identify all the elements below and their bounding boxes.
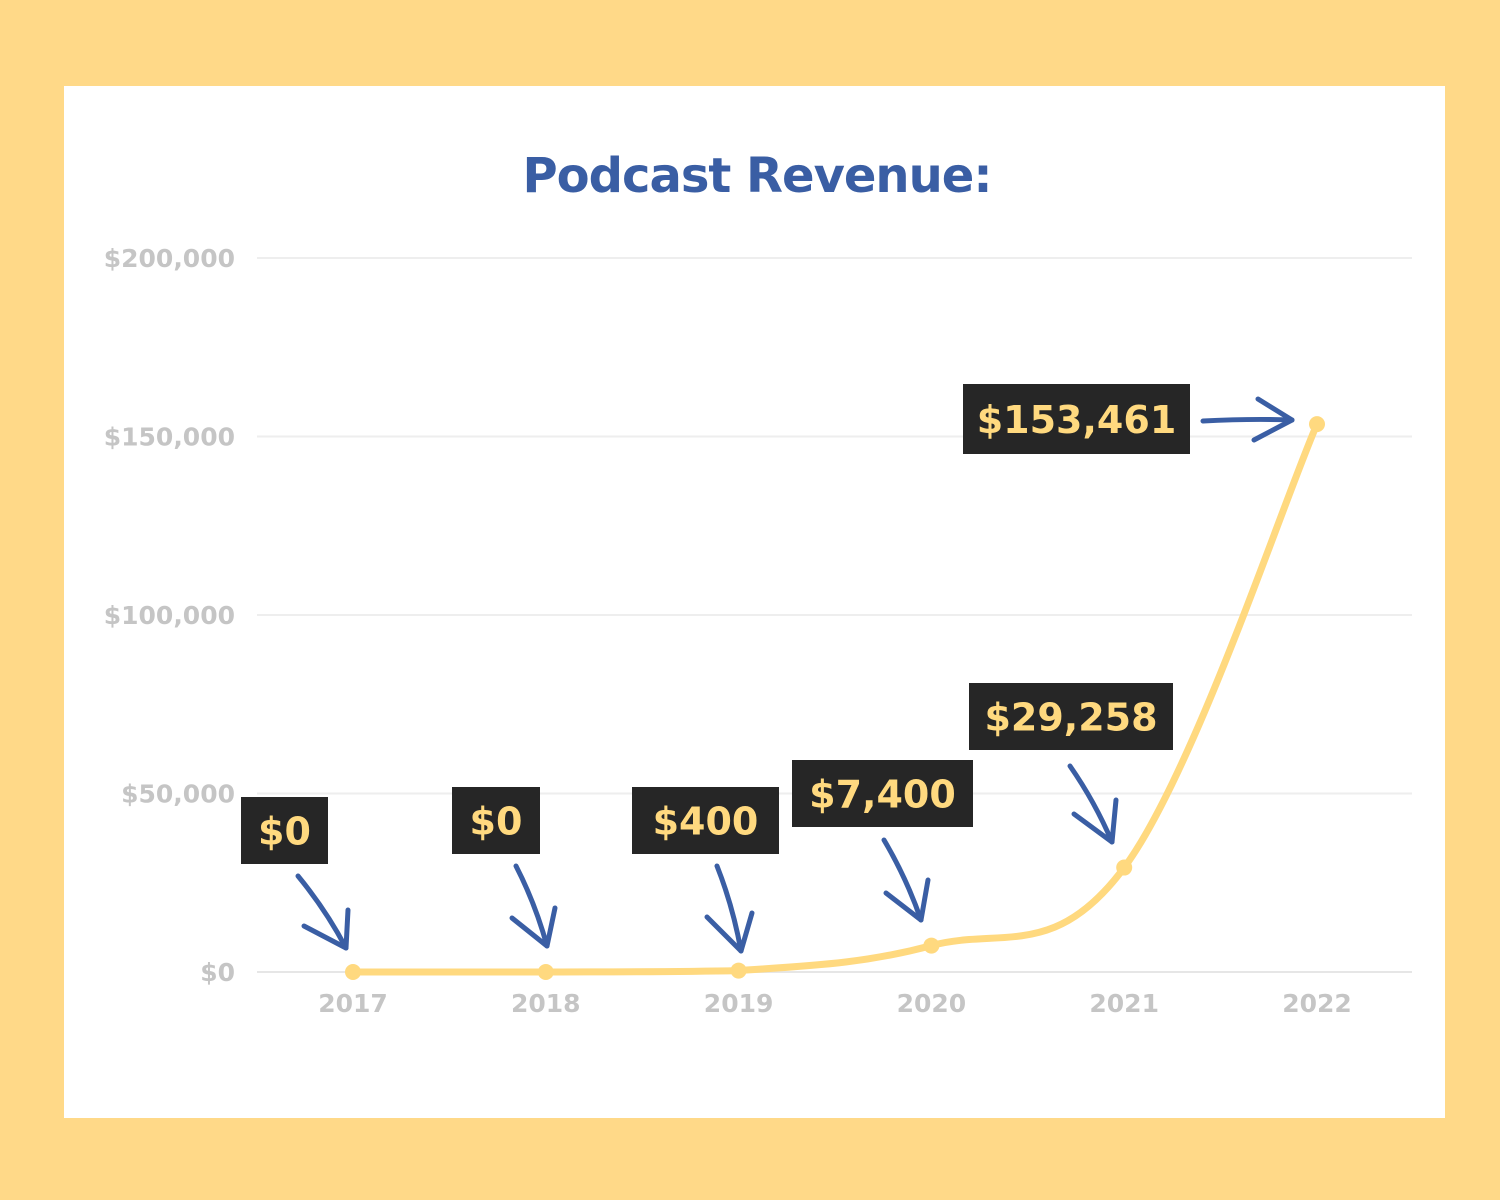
data-point: [923, 937, 940, 954]
data-label-callout: $400: [632, 787, 779, 854]
data-label: $29,258: [984, 696, 1157, 740]
data-point: [1116, 859, 1133, 876]
arrow-icon: [1200, 396, 1295, 443]
data-label: $7,400: [809, 773, 956, 817]
y-tick-label: $150,000: [104, 423, 235, 452]
x-tick-label: 2022: [1282, 989, 1352, 1018]
data-point: [730, 962, 747, 979]
arrow-icon: [704, 863, 755, 954]
callout-box: [632, 787, 779, 854]
arrow-icon: [295, 873, 351, 951]
callout-box: [792, 760, 973, 827]
x-tick-label: 2019: [704, 989, 774, 1018]
y-tick-label: $50,000: [121, 780, 235, 809]
data-label-callout: $7,400: [792, 760, 973, 827]
data-label-callout: $29,258: [969, 683, 1173, 750]
x-tick-label: 2018: [511, 989, 581, 1018]
callout-box: [452, 787, 540, 854]
arrow-icon: [1067, 763, 1119, 845]
data-label: $153,461: [977, 398, 1177, 442]
y-axis-ticks: $0 $50,000 $100,000 $150,000 $200,000: [104, 244, 235, 987]
arrow-icon: [509, 863, 558, 949]
data-point: [537, 964, 554, 980]
arrow-icon: [881, 837, 931, 923]
x-tick-label: 2020: [897, 989, 967, 1018]
data-label: $0: [470, 800, 523, 844]
annotation-arrows: [295, 396, 1295, 954]
y-tick-label: $100,000: [104, 601, 235, 630]
callout-box: [241, 797, 328, 864]
data-point: [1309, 416, 1325, 433]
y-tick-label: $200,000: [104, 244, 235, 273]
x-axis-ticks: 2017 2018 2019 2020 2021 2022: [318, 989, 1352, 1018]
chart-title: Podcast Revenue:: [522, 148, 992, 204]
gridlines: [257, 257, 1412, 973]
data-points: [345, 416, 1325, 980]
x-tick-label: 2021: [1089, 989, 1159, 1018]
data-label-callouts: $0 $0 $400 $7,400 $29,258 $153,461: [241, 384, 1190, 864]
callout-box: [963, 384, 1190, 454]
data-label-callout: $0: [452, 787, 540, 854]
data-point: [345, 964, 361, 980]
x-tick-label: 2017: [318, 989, 388, 1018]
callout-box: [969, 683, 1173, 750]
data-label: $0: [258, 810, 311, 854]
data-label: $400: [653, 800, 759, 844]
y-tick-label: $0: [200, 958, 235, 987]
data-label-callout: $0: [241, 797, 328, 864]
data-label-callout: $153,461: [963, 384, 1190, 454]
